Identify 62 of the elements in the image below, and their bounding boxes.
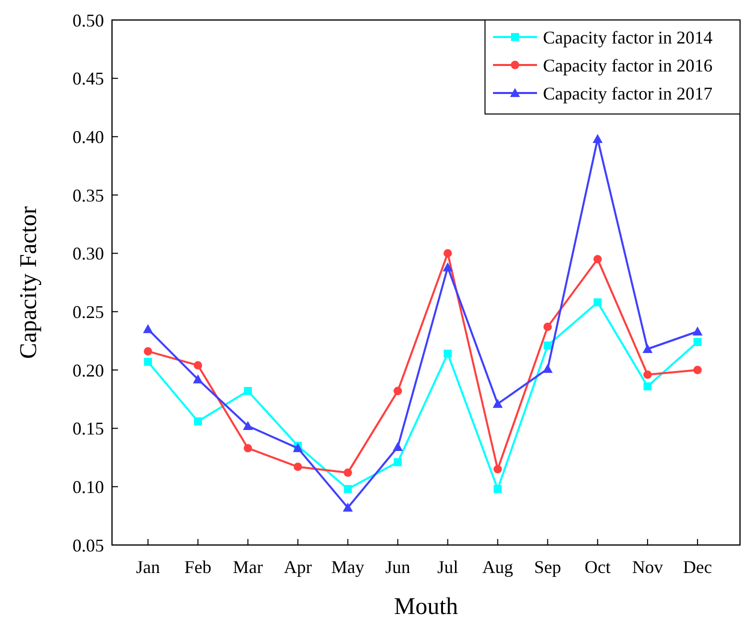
x-tick-label: Aug xyxy=(482,557,514,577)
point xyxy=(543,322,552,332)
point xyxy=(244,444,252,452)
x-tick-label: Sep xyxy=(534,557,562,577)
point xyxy=(642,344,653,353)
y-tick-label: 0.05 xyxy=(72,535,104,556)
point xyxy=(694,338,702,346)
legend-label: Capacity factor in 2016 xyxy=(543,55,712,76)
point xyxy=(144,347,152,356)
point xyxy=(392,442,403,451)
legend-label: Capacity factor in 2014 xyxy=(543,27,712,48)
point xyxy=(244,387,252,395)
x-tick-label: Jul xyxy=(437,557,458,577)
x-tick-label: Jun xyxy=(385,557,410,577)
point xyxy=(493,464,502,474)
point xyxy=(692,326,703,336)
legend-label: Capacity factor in 2017 xyxy=(543,83,712,104)
y-tick-label: 0.35 xyxy=(72,185,104,206)
x-tick-label: Dec xyxy=(683,557,712,577)
x-tick-label: Apr xyxy=(284,557,312,577)
x-tick-label: Nov xyxy=(632,557,664,577)
y-tick-label: 0.10 xyxy=(72,476,104,497)
x-tick-label: Jan xyxy=(136,557,160,577)
point xyxy=(494,485,502,493)
point xyxy=(344,468,352,477)
y-tick-label: 0.45 xyxy=(72,68,104,89)
point xyxy=(292,443,303,452)
point xyxy=(644,382,652,390)
point xyxy=(544,342,552,350)
point xyxy=(142,324,153,334)
x-tick-label: Oct xyxy=(584,557,611,577)
point xyxy=(592,134,603,143)
x-tick-label: Feb xyxy=(184,557,212,577)
point xyxy=(192,374,203,384)
x-tick-label: May xyxy=(331,557,364,577)
point xyxy=(394,458,402,466)
point xyxy=(342,502,353,512)
y-tick-label: 0.25 xyxy=(72,302,104,322)
point xyxy=(194,417,202,426)
point xyxy=(492,398,503,408)
point xyxy=(144,358,152,366)
point xyxy=(394,386,402,396)
point xyxy=(344,485,352,493)
y-tick-label: 0.15 xyxy=(72,418,104,439)
point xyxy=(242,421,253,430)
point xyxy=(444,350,452,358)
point xyxy=(294,462,302,472)
point xyxy=(194,361,202,370)
point xyxy=(693,366,702,374)
x-axis-title: Mouth xyxy=(394,594,458,620)
point xyxy=(444,249,452,258)
y-tick-label: 0.20 xyxy=(72,360,104,380)
point xyxy=(643,370,652,379)
y-tick-label: 0.40 xyxy=(72,126,104,147)
y-axis-title: Capacity Factor xyxy=(16,206,42,359)
x-tick-label: Mar xyxy=(232,557,263,577)
y-tick-label: 0.50 xyxy=(72,10,104,30)
point xyxy=(442,262,453,272)
point xyxy=(594,298,602,306)
y-tick-label: 0.30 xyxy=(72,244,104,264)
point xyxy=(593,254,602,264)
point xyxy=(542,364,553,373)
